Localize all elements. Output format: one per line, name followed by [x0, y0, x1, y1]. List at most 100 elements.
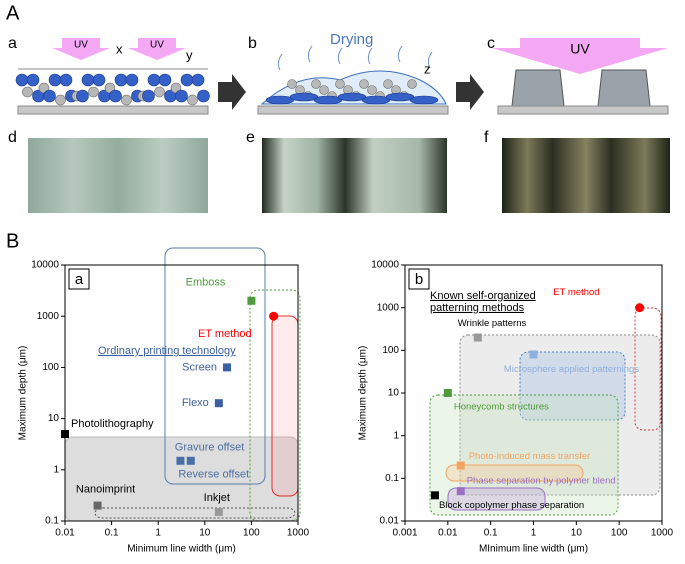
particle [367, 85, 377, 95]
particle [55, 94, 66, 106]
substrate [257, 105, 449, 115]
point [61, 430, 69, 439]
method-region [447, 487, 546, 511]
y-tick-label: 1 [393, 430, 399, 441]
panel-label: a [75, 271, 84, 288]
point-label: Gravure offset [175, 442, 245, 454]
x-tick-label: 0.01 [438, 528, 458, 539]
point-label: Phase separation by polymer blend [467, 476, 616, 487]
point [214, 507, 223, 516]
particle [287, 79, 297, 89]
x-axis-label: Minimum line width (μm) [127, 544, 236, 555]
method-region [459, 334, 661, 496]
point-label: Nanoimprint [76, 483, 135, 495]
method-region [249, 289, 301, 522]
annotation: Ordinary printing technology [98, 345, 236, 357]
point-label: Microsphere applied patternings [504, 364, 639, 375]
y-axis-label: Maximum depth (μm) [18, 346, 29, 441]
method-region [519, 351, 626, 421]
y-tick-label: 100 [42, 362, 59, 373]
x-tick-label: 0.001 [392, 528, 417, 539]
x-tick-label: 0.1 [484, 528, 498, 539]
particle [81, 73, 95, 87]
point-label: Photolithography [71, 418, 154, 430]
photo-label: f [484, 129, 489, 146]
point [443, 389, 452, 397]
particle [197, 89, 210, 103]
particle [48, 73, 62, 87]
point-label: Photo-induced mass transfer [469, 451, 590, 462]
x-tick-label: 100 [243, 528, 260, 539]
y-tick-label: 10000 [31, 260, 59, 271]
label-z: z [424, 61, 431, 76]
chart: 0.001 0.01 0.1 1 10 100 10000.010.111010010001… [358, 260, 674, 555]
method-region [164, 247, 266, 485]
method-region [634, 307, 662, 431]
particle [359, 79, 369, 89]
particle [409, 95, 439, 105]
substrate [497, 105, 669, 115]
particle [335, 79, 345, 89]
particle [383, 79, 393, 89]
particle [43, 89, 56, 103]
point-label: ET method [198, 328, 252, 340]
point-label: Reverse offset [178, 469, 249, 481]
point [223, 363, 232, 372]
method-region [271, 315, 299, 497]
particle [158, 73, 172, 87]
point [456, 487, 465, 496]
y-tick-label: 10000 [371, 260, 399, 271]
particle [142, 89, 155, 103]
photo [502, 138, 670, 213]
x-tick-label: 100 [611, 528, 628, 539]
photo-label: d [8, 129, 17, 146]
y-tick-label: 10 [48, 413, 60, 424]
y-tick-label: 1000 [37, 311, 60, 322]
y-tick-label: 1000 [377, 302, 400, 313]
step-label: b [248, 35, 257, 52]
y-tick-label: 10 [388, 388, 400, 399]
label-y: y [186, 47, 193, 62]
y-tick-label: 0.01 [380, 516, 400, 527]
x-tick-label: 1 [531, 528, 537, 539]
vapor [277, 45, 433, 71]
particle [26, 73, 40, 87]
particle [191, 73, 205, 87]
method-region [94, 507, 296, 519]
particle [114, 73, 128, 87]
uv-arrow [492, 38, 668, 74]
y-tick-label: 100 [382, 345, 399, 356]
particle [92, 73, 106, 87]
point-label: Honeycomb structures [454, 402, 549, 413]
particle [109, 89, 122, 103]
x-tick-label: 10 [199, 528, 211, 539]
step-label: a [8, 35, 17, 52]
point-label: Emboss [186, 277, 226, 289]
process-arrow [456, 74, 484, 110]
panel-label: B [6, 230, 19, 252]
point [430, 491, 439, 500]
label-x: x [116, 41, 123, 56]
particle [154, 86, 165, 98]
point [186, 456, 195, 465]
particle [311, 79, 321, 89]
y-axis-label: Maximum depth (μm) [358, 346, 369, 441]
particle [187, 94, 198, 106]
x-tick-label: 1000 [287, 528, 310, 539]
photo [262, 138, 447, 213]
point [473, 333, 482, 342]
y-tick-label: 1 [53, 464, 59, 475]
step-label: c [487, 35, 495, 52]
drying-text: Drying [330, 31, 373, 48]
point [529, 350, 538, 359]
point-label: Inkjet [204, 492, 230, 504]
point-label: Flexo [182, 397, 209, 409]
x-tick-label: 1000 [651, 528, 674, 539]
annotation: Known self-organized [430, 290, 536, 302]
point [456, 461, 465, 470]
point-label: ET method [553, 287, 599, 298]
point [176, 456, 185, 465]
y-tick-label: 0.1 [385, 473, 399, 484]
uv-arrow [52, 38, 110, 60]
